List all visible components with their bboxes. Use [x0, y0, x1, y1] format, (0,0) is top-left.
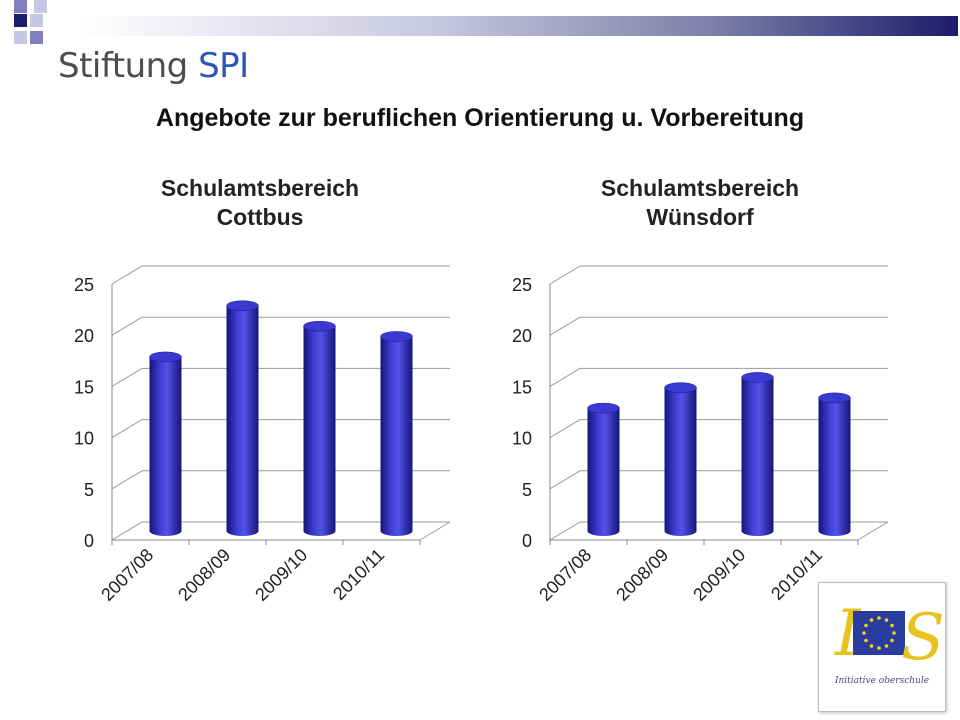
eu-star: [877, 646, 881, 650]
bar-top: [664, 382, 697, 393]
y-tick-label: 15: [512, 377, 532, 397]
y-tick-label: 10: [74, 429, 94, 449]
org-name-part1: Stiftung: [58, 46, 188, 86]
bar-body: [818, 397, 851, 536]
eu-star: [890, 638, 894, 643]
bar-2010/11: [818, 392, 851, 536]
eu-flag-stars-icon: I S: [834, 597, 945, 675]
bar-top: [587, 402, 620, 414]
bar-top: [226, 300, 259, 311]
gridline-depth: [111, 316, 143, 336]
y-tick-label: 15: [74, 377, 94, 397]
bar-top: [741, 372, 774, 383]
bar-chart-cottbus: 0 5 10 15 20 25 2007/08 2008/09 2009/10 2010/11: [74, 265, 451, 605]
x-tick-label: 2007/08: [535, 545, 595, 605]
chart-title-cottbus: Schulamtsbereich Cottbus: [110, 174, 410, 232]
y-tick-label: 25: [512, 275, 532, 295]
y-tick-label: 0: [84, 531, 94, 551]
bar-2007/08: [587, 402, 620, 536]
bar-2008/09: [226, 300, 259, 536]
bar-body: [149, 356, 182, 536]
y-tick-label: 5: [522, 480, 532, 500]
gridline-depth: [549, 470, 581, 490]
eu-star: [884, 644, 889, 648]
chart-title-line: Schulamtsbereich: [160, 175, 360, 201]
gridline-depth: [549, 316, 581, 336]
eu-star: [890, 623, 894, 628]
bar-body: [664, 387, 697, 536]
gridline-depth: [111, 470, 143, 490]
bar-top: [818, 392, 851, 404]
x-tick-label: 2010/11: [329, 545, 388, 604]
floor-edge: [857, 521, 889, 541]
bar-top: [149, 351, 182, 363]
gridline-depth: [549, 367, 581, 387]
x-tick-label: 2009/10: [251, 545, 311, 605]
eu-star: [869, 644, 874, 648]
x-tick-label: 2007/08: [97, 545, 157, 605]
gridline-depth: [549, 265, 581, 285]
eu-star: [884, 618, 889, 622]
bar-2009/10: [303, 320, 336, 536]
gridline-depth: [111, 419, 143, 439]
y-tick-label: 20: [74, 326, 94, 346]
x-tick-label: 2008/09: [612, 545, 672, 605]
gridline-depth: [111, 367, 143, 387]
chart-title-wuensdorf: Schulamtsbereich Wünsdorf: [550, 174, 850, 232]
y-tick-label: 10: [512, 429, 532, 449]
page-title: Angebote zur beruflichen Orientierung u.…: [155, 104, 805, 132]
bar-2007/08: [149, 351, 182, 536]
eu-star: [864, 638, 868, 643]
y-tick-label: 5: [84, 480, 94, 500]
gridline-depth: [111, 265, 143, 285]
eu-star: [862, 631, 866, 635]
gridline-depth: [111, 521, 143, 541]
chart-title-line: Wünsdorf: [646, 204, 754, 230]
bar-body: [303, 326, 336, 536]
floor-edge: [419, 521, 451, 541]
x-tick-label: 2008/09: [174, 545, 234, 605]
bar-2008/09: [664, 382, 697, 536]
eu-star: [892, 631, 896, 635]
y-tick-label: 0: [522, 531, 532, 551]
logo-caption: Initiative oberschule: [834, 676, 930, 686]
eu-star: [877, 616, 881, 620]
bar-body: [741, 377, 774, 536]
corner-decoration: [0, 0, 47, 44]
x-tick-label: 2009/10: [689, 545, 749, 605]
header-gradient-bar: [78, 16, 958, 36]
y-tick-label: 25: [74, 275, 94, 295]
bar-2009/10: [741, 372, 774, 536]
bar-body: [226, 305, 259, 536]
gridline-depth: [549, 419, 581, 439]
org-logo-text: Stiftung SPI: [58, 46, 249, 86]
eu-star: [864, 623, 868, 628]
chart-title-line: Schulamtsbereich: [600, 175, 800, 201]
bar-body: [587, 408, 620, 536]
eu-star: [869, 618, 874, 622]
bar-top: [380, 331, 413, 342]
svg-text:S: S: [901, 601, 945, 675]
bar-body: [380, 336, 413, 536]
gridline-depth: [549, 521, 581, 541]
org-name-part2: SPI: [198, 46, 249, 86]
bar-2010/11: [380, 331, 413, 536]
y-tick-label: 20: [512, 326, 532, 346]
bar-top: [303, 320, 336, 332]
chart-title-line: Cottbus: [216, 204, 304, 230]
ios-logo: I S Initiative oberschule: [818, 582, 946, 712]
